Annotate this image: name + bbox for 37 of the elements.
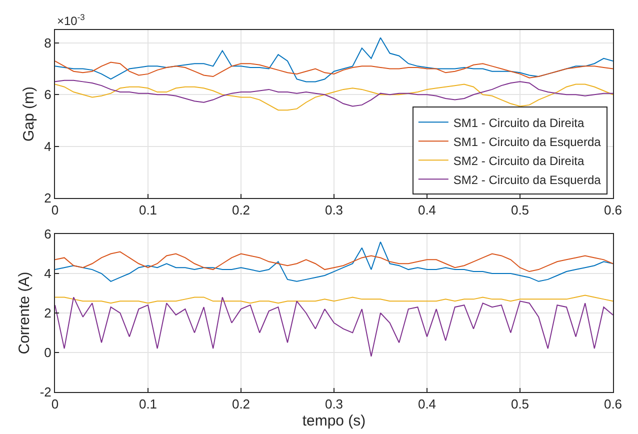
y-tick-label: 8 (44, 35, 52, 50)
y-tick-label: 6 (44, 226, 52, 242)
x-tick-label: 0.4 (418, 202, 436, 218)
y-tick-label: 6 (44, 87, 52, 102)
x-tick-label: 0.5 (510, 202, 530, 218)
y-tick-label: 2 (44, 190, 52, 206)
legend-label: SM2 - Circuito da Esquerda (453, 172, 602, 187)
line-series (55, 296, 613, 357)
x-tick-label: 0.1 (138, 202, 158, 218)
text: ×10$^{-3}$ (57, 12, 86, 28)
x-tick-label: 0.2 (232, 396, 250, 412)
y-tick-label: 0 (44, 345, 52, 360)
line-series (55, 241, 613, 282)
x-tick-label: 0.1 (138, 396, 158, 412)
x-tick-label: 0.5 (510, 396, 530, 412)
y-axis-title: Gap (m) (20, 86, 38, 142)
x-tick-label: 0.2 (232, 202, 250, 218)
line-series (55, 84, 613, 111)
y-tick-label: 4 (44, 138, 52, 154)
x-axis-title: tempo (s) (302, 412, 366, 430)
x-tick-label: 0.6 (604, 202, 622, 218)
line-series (55, 37, 613, 82)
x-tick-label: 0.4 (418, 396, 436, 412)
x-tick-label: 0.6 (604, 396, 622, 412)
y-axis-title: Corrente (A) (16, 272, 34, 354)
line-series (55, 60, 613, 78)
legend-label: SM1 - Circuito da Esquerda (453, 134, 602, 149)
x-tick-label: 0.3 (324, 396, 344, 412)
line-series (55, 251, 613, 272)
x-tick-label: 0.3 (324, 202, 344, 218)
y-tick-label: -2 (40, 384, 52, 400)
line-series (55, 294, 613, 304)
y-tick-label: 2 (44, 306, 52, 321)
legend-label: SM2 - Circuito da Direita (453, 154, 584, 168)
y-tick-label: 4 (44, 266, 52, 282)
legend-label: SM1 - Circuito da Direita (453, 116, 584, 130)
line-series (55, 80, 613, 107)
